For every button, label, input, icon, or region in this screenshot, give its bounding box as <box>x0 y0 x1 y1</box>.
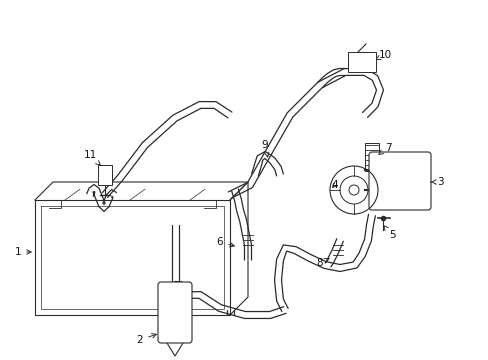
Text: 5: 5 <box>383 226 394 240</box>
FancyBboxPatch shape <box>158 282 192 343</box>
Text: 3: 3 <box>430 177 443 187</box>
Text: 8: 8 <box>316 258 328 268</box>
Text: 11: 11 <box>83 150 100 165</box>
Text: 1: 1 <box>15 247 31 257</box>
Text: 2: 2 <box>137 334 156 345</box>
FancyBboxPatch shape <box>98 165 112 185</box>
FancyBboxPatch shape <box>368 152 430 210</box>
Text: 6: 6 <box>216 237 234 247</box>
Text: 4: 4 <box>331 180 338 190</box>
Text: 10: 10 <box>375 50 391 60</box>
FancyBboxPatch shape <box>347 52 375 72</box>
Text: 7: 7 <box>378 143 390 154</box>
Text: 9: 9 <box>261 140 268 157</box>
